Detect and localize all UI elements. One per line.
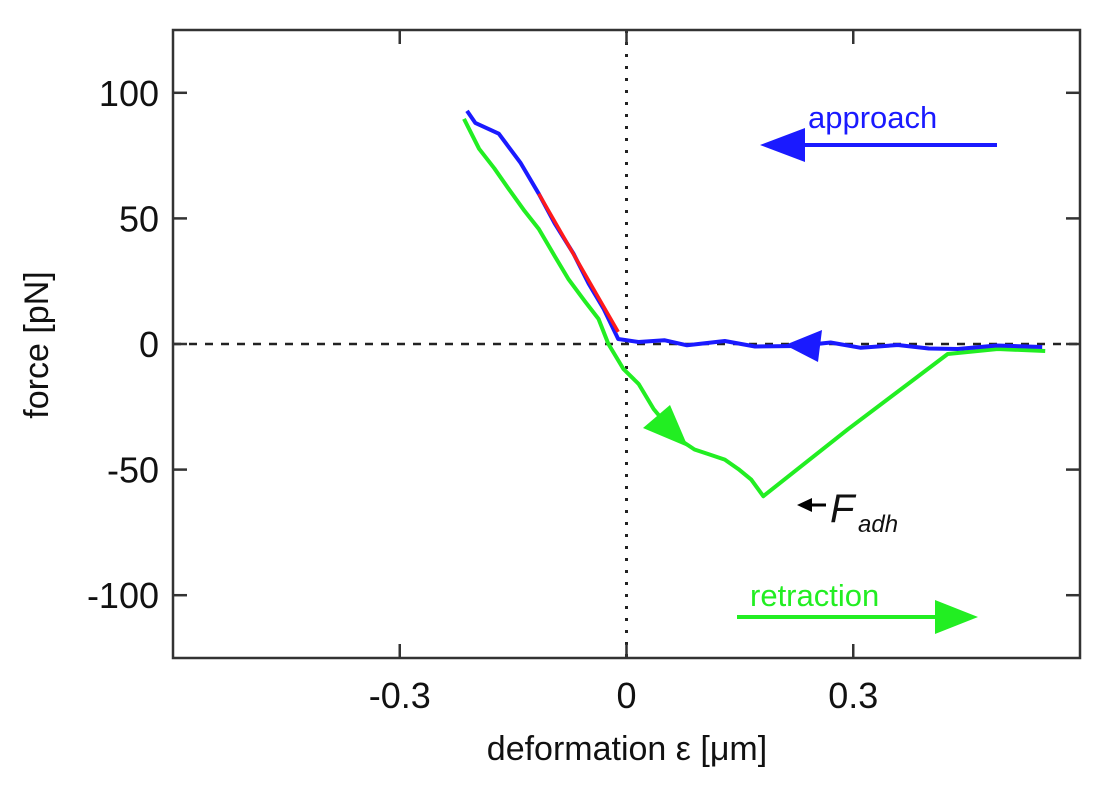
x-tick-label: 0 bbox=[616, 675, 636, 716]
retraction-curve-arrowhead bbox=[643, 405, 688, 447]
series-line bbox=[462, 117, 1046, 499]
adhesion-subscript: adh bbox=[858, 511, 898, 538]
y-tick-label: 50 bbox=[119, 198, 159, 239]
adhesion-label: F bbox=[830, 487, 857, 531]
direction-arrows bbox=[643, 128, 997, 634]
plot: -0.3 0 0.3 100 50 0 -50 -100 bbox=[87, 28, 1082, 716]
x-tick-label: -0.3 bbox=[369, 675, 431, 716]
y-tick-label: 0 bbox=[139, 324, 159, 365]
retraction-arrowhead bbox=[935, 600, 978, 634]
approach-curve-arrowhead bbox=[785, 330, 822, 362]
y-tick-label: 100 bbox=[99, 73, 159, 114]
adhesion-arrowhead bbox=[797, 498, 812, 512]
y-axis-label: force [pN] bbox=[18, 271, 56, 418]
x-axis-label: deformation ε [μm] bbox=[487, 730, 767, 768]
y-tick-label: -100 bbox=[87, 575, 159, 616]
series-line bbox=[465, 109, 1043, 351]
y-tick-label: -50 bbox=[107, 450, 159, 491]
retraction-label: retraction bbox=[750, 578, 879, 613]
approach-arrowhead bbox=[760, 128, 805, 162]
fit-line bbox=[537, 192, 620, 333]
x-tick-label: 0.3 bbox=[828, 675, 878, 716]
approach-label: approach bbox=[808, 100, 937, 135]
